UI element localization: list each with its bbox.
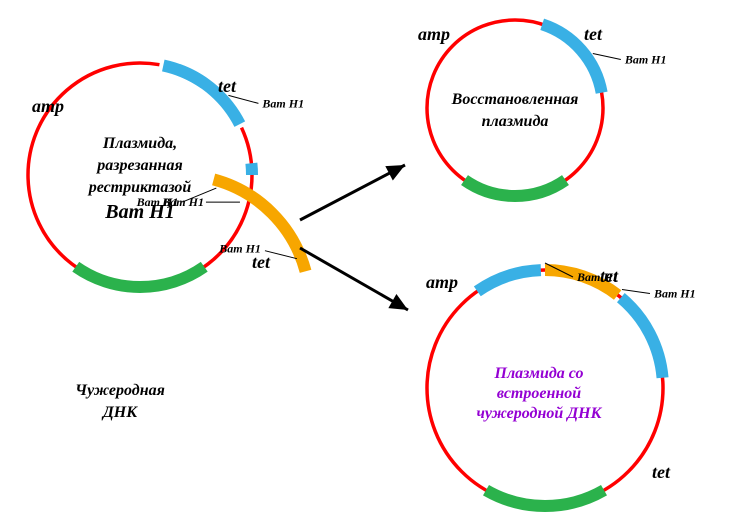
leader-recomb-top (622, 289, 650, 293)
leader-cut-top (228, 95, 258, 103)
label-tet-recomb-bot: tet (652, 462, 671, 482)
leader-restored (593, 54, 621, 60)
cut-plasmid-amp (76, 267, 204, 287)
cut-plasmid-text-1: Плазмида, (102, 135, 177, 152)
recomb-amp (486, 490, 604, 506)
cut-plasmid-text-3: рестриктазой (87, 179, 192, 196)
site-foreign-top: Bam H1 (218, 242, 261, 256)
site-foreign-bot: Bam H1 (136, 195, 179, 209)
cut-plasmid-tet-bot (163, 65, 204, 83)
foreign-label-1: Чужеродная (75, 382, 165, 399)
label-amp-recomb: amp (426, 272, 458, 292)
restored-text-1: Восстановленная (451, 91, 579, 108)
label-amp-cut: amp (32, 96, 64, 116)
site-recomb-bot: Bam H1 (576, 270, 619, 284)
arrow-to-recombinant (300, 248, 408, 310)
site-restored: Bam H1 (624, 53, 667, 67)
site-cut-top: Bam H1 (261, 96, 304, 110)
cut-plasmid-tet-stub (251, 163, 252, 175)
site-recomb-top: Bam H1 (653, 286, 696, 300)
cut-plasmid-text-2: разрезанная (95, 157, 182, 174)
recomb-tet-bot (477, 270, 541, 291)
recomb-text-2: встроенной (497, 385, 581, 402)
label-amp-restored: amp (418, 24, 450, 44)
restored-amp (465, 180, 566, 196)
foreign-label-2: ДНК (101, 404, 138, 421)
recomb-text-3: чужеродной ДНК (477, 405, 603, 422)
label-tet-restored: tet (584, 24, 603, 44)
restored-text-2: плазмида (482, 113, 549, 130)
recomb-text-1: Плазмида со (494, 365, 584, 382)
recomb-tet-top (621, 298, 663, 378)
label-tet-cut-top: tet (218, 76, 237, 96)
